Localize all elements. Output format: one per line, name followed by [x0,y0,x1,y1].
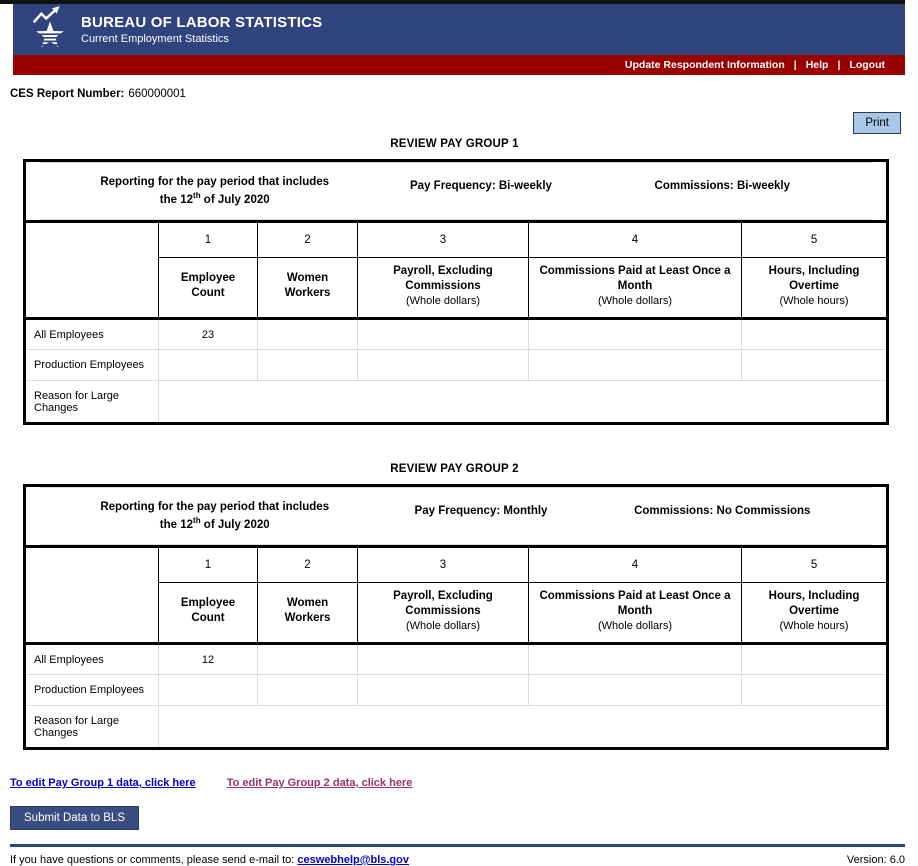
edit-pay-group-2-link[interactable]: To edit Pay Group 2 data, click here [226,777,413,790]
column-header-hours: Hours, Including Overtime (Whole hours) [740,582,889,646]
data-cell [158,349,258,382]
submit-data-button[interactable]: Submit Data to BLS [10,806,139,831]
column-header-payroll: Payroll, Excluding Commissions (Whole dol… [357,257,529,321]
footer-help-text: If you have questions or comments, pleas… [10,854,409,866]
column-number-cell: 1 [158,221,258,258]
column-number-cell: 4 [528,546,742,583]
nav-separator: | [793,59,797,71]
nav-separator: | [837,59,841,71]
data-cell [257,318,358,351]
data-cell [528,674,742,707]
nav-update-respondent-link[interactable]: Update Respondent Information [624,59,785,71]
bls-star-logo-icon [27,5,73,56]
data-cell [257,643,358,676]
corner-cell [24,546,159,646]
column-header-commissions: Commissions Paid at Least Once a Month (W… [528,582,742,646]
column-number-cell: 4 [528,221,742,258]
reason-cell [157,380,889,425]
column-number-cell: 2 [257,546,358,583]
site-subtitle: Current Employment Statistics [81,33,229,45]
pay-group-2-table: Reporting for the pay period that includ… [23,484,890,751]
footer-divider [10,844,905,848]
data-cell [528,318,742,351]
data-cell [740,349,889,382]
masthead: BUREAU OF LABOR STATISTICS Current Emplo… [13,4,905,55]
row-label-production-employees: Production Employees [24,349,159,382]
pay-frequency-text: Pay Frequency: Bi-weekly [410,180,552,192]
corner-cell [24,221,159,321]
print-button[interactable]: Print [853,112,901,134]
data-cell [740,674,889,707]
reason-cell [157,705,889,750]
edit-pay-group-1-link[interactable]: To edit Pay Group 1 data, click here [10,777,196,790]
data-cell [357,643,529,676]
commissions-text: Commissions: Bi-weekly [654,180,790,192]
footer-email-link[interactable]: ceswebhelp@bls.gov [297,854,409,866]
row-label-production-employees: Production Employees [24,674,159,707]
row-label-reason-for-large-changes: Reason for Large Changes [24,705,159,750]
pay-group-1-table: Reporting for the pay period that includ… [23,159,890,426]
data-cell [158,674,258,707]
column-header-employee-count: Employee Count [158,582,258,646]
ces-report-number-label: CES Report Number: [10,88,125,100]
data-cell: 12 [158,643,258,676]
footer-version: Version: 6.0 [846,854,905,866]
column-header-women-workers: Women Workers [257,257,358,321]
data-cell: 23 [158,318,258,351]
site-title: BUREAU OF LABOR STATISTICS [81,14,323,31]
reporting-period-text: Reporting for the pay period that includ… [100,176,330,206]
row-label-all-employees: All Employees [24,318,159,351]
column-header-women-workers: Women Workers [257,582,358,646]
pay-group-2-title: REVIEW PAY GROUP 2 [390,463,519,476]
column-number-cell: 5 [740,546,889,583]
data-cell [528,349,742,382]
column-header-payroll: Payroll, Excluding Commissions (Whole dol… [357,582,529,646]
column-header-hours: Hours, Including Overtime (Whole hours) [740,257,889,321]
pay-group-1-title: REVIEW PAY GROUP 1 [390,138,519,150]
ces-report-number-value: 660000001 [128,88,186,100]
row-label-reason-for-large-changes: Reason for Large Changes [24,380,159,425]
data-cell [740,318,889,351]
column-number-cell: 1 [158,546,258,583]
data-cell [357,318,529,351]
pay-frequency-text: Pay Frequency: Monthly [414,505,548,518]
nav-logout-link[interactable]: Logout [849,59,885,71]
column-number-cell: 2 [257,221,358,258]
column-number-cell: 3 [357,221,529,258]
reporting-period-text: Reporting for the pay period that includ… [100,501,330,531]
data-cell [740,643,889,676]
column-header-commissions: Commissions Paid at Least Once a Month (W… [528,257,742,321]
data-cell [257,674,358,707]
column-header-employee-count: Employee Count [158,257,258,321]
data-cell [357,349,529,382]
row-label-all-employees: All Employees [24,643,159,676]
nav-help-link[interactable]: Help [805,59,829,71]
commissions-text: Commissions: No Commissions [634,505,811,518]
data-cell [528,643,742,676]
column-number-cell: 3 [357,546,529,583]
column-number-cell: 5 [740,221,889,258]
data-cell [257,349,358,382]
nav-bar: Update Respondent Information | Help | Logou… [13,55,905,75]
top-black-bar [0,0,905,4]
data-cell [357,674,529,707]
ces-report-number: CES Report Number: 660000001 [10,88,918,100]
